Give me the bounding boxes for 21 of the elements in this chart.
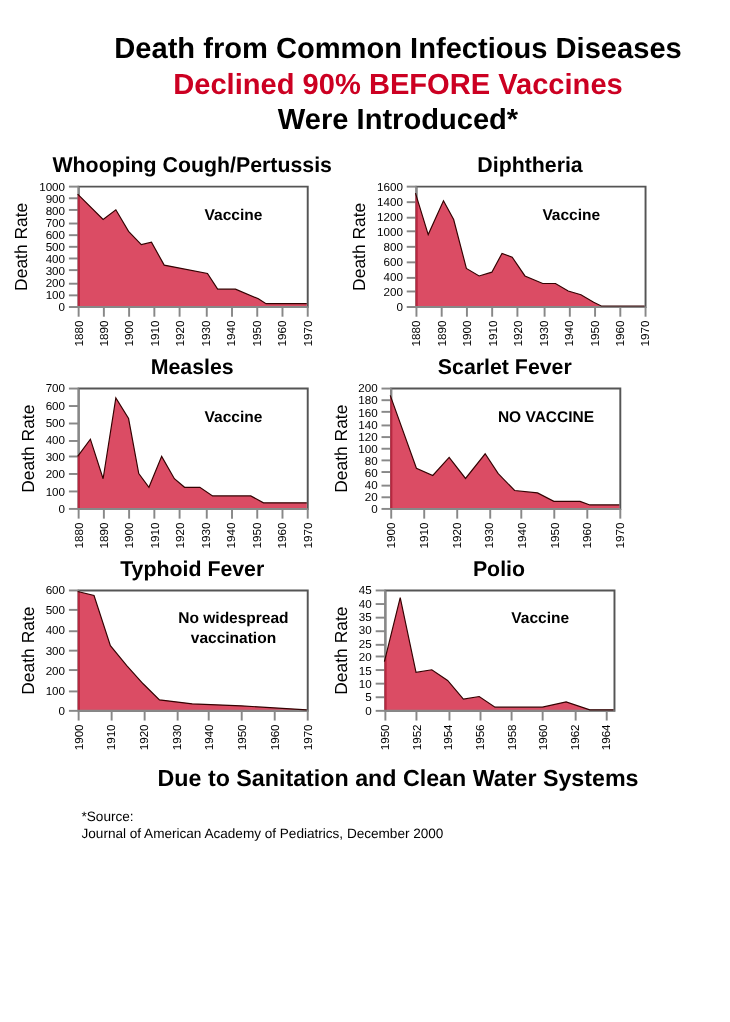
y-axis-title: Death Rate (330, 404, 351, 493)
chart-title: Whooping Cough/Pertussis (52, 154, 333, 179)
annotation: Vaccine (542, 205, 602, 224)
annotation: Vaccine (204, 407, 264, 426)
chart-title: Scarlet Fever (437, 355, 572, 380)
chart-title: Diphtheria (477, 154, 583, 179)
annotation: Vaccine (511, 609, 571, 628)
chart-title: Polio (472, 557, 526, 582)
chart-title: Measles (150, 355, 234, 380)
y-axis-title: Death Rate (17, 404, 38, 493)
y-axis-title: Death Rate (11, 202, 32, 291)
text: Declined 90% BEFORE Vaccines Were Introduced* (173, 70, 623, 138)
text: Due to Sanitation and Clean Water Systems (157, 765, 639, 792)
chart-title: Typhoid Fever (120, 557, 265, 582)
y-axis-title: Death Rate (349, 202, 370, 291)
annotation: Vaccine (204, 205, 264, 224)
y-axis-title: Death Rate (331, 606, 352, 695)
annotation: NO VACCINE (497, 407, 595, 426)
text: Death from Common Infectious Diseases (114, 33, 682, 66)
y-axis-title: Death Rate (17, 606, 38, 695)
annotation: No widespread vaccination (178, 609, 290, 647)
